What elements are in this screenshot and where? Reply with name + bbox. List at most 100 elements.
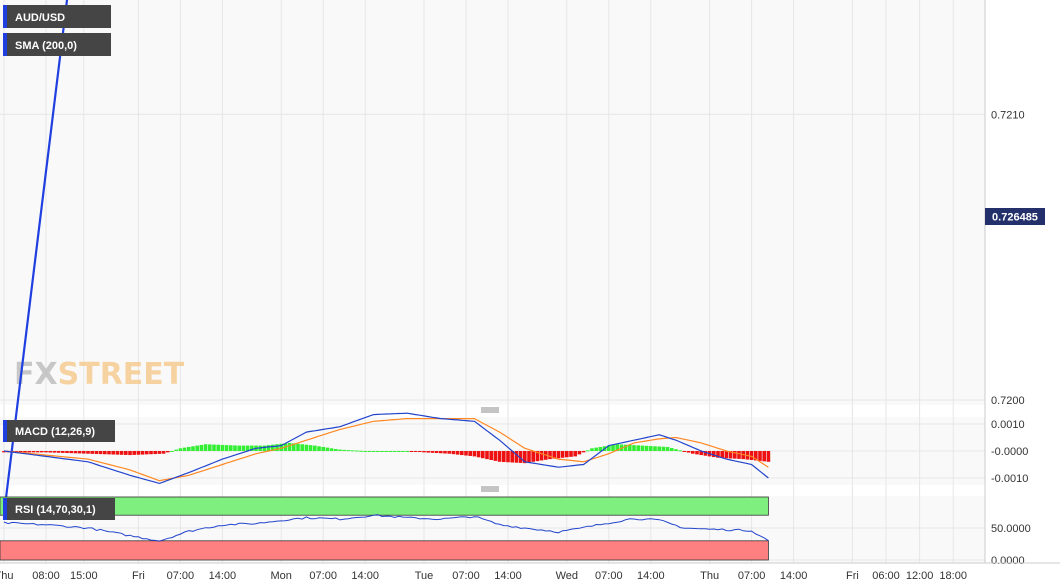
- macd-histogram-bar: [577, 451, 582, 455]
- last-price-tag-text: 0.726485: [992, 212, 1038, 224]
- macd-histogram-bar: [266, 445, 271, 451]
- macd-tick-label: -0.0000: [991, 446, 1028, 458]
- macd-histogram-bar: [203, 444, 208, 451]
- macd-histogram-bar: [40, 451, 44, 453]
- macd-histogram-bar: [199, 444, 204, 451]
- macd-histogram-bar: [237, 445, 241, 451]
- macd-histogram-bar: [434, 451, 439, 454]
- macd-histogram-bar: [686, 451, 691, 453]
- macd-histogram-bar: [98, 451, 103, 455]
- rsi-tick-label: 50.0000: [991, 523, 1031, 535]
- macd-label[interactable]: MACD (12,26,9): [3, 420, 115, 442]
- macd-histogram-bar: [338, 449, 342, 451]
- macd-label-text: MACD (12,26,9): [15, 426, 95, 438]
- time-tick-label: 14:00: [351, 570, 379, 582]
- macd-histogram-bar: [363, 451, 367, 452]
- macd-histogram-bar: [321, 446, 325, 451]
- grid: [0, 0, 985, 563]
- macd-histogram-bar: [216, 444, 220, 451]
- sma-label-text: SMA (200,0): [15, 40, 77, 52]
- time-tick-label: 18:00: [939, 570, 967, 582]
- macd-histogram-bar: [124, 451, 128, 455]
- macd-histogram-bar: [485, 451, 489, 460]
- macd-histogram-bar: [69, 451, 73, 454]
- macd-histogram-bar: [23, 451, 27, 453]
- macd-histogram-bar: [355, 450, 359, 452]
- macd-histogram-bar: [413, 451, 418, 452]
- macd-histogram-bar: [48, 451, 52, 453]
- macd-histogram-bar: [724, 451, 729, 459]
- rsi-resize-handle[interactable]: [470, 485, 510, 496]
- rsi-oversold-zone: [0, 540, 769, 561]
- time-tick-label: 15:00: [70, 570, 98, 582]
- macd-histogram-bar: [392, 451, 397, 452]
- macd-histogram-bar: [502, 451, 506, 463]
- time-axis-area: [0, 563, 1060, 587]
- sma-label[interactable]: SMA (200,0): [3, 33, 111, 56]
- symbol-label-text: AUD/USD: [15, 12, 65, 24]
- macd-histogram-bar: [539, 451, 544, 461]
- macd-histogram-bar: [119, 451, 124, 455]
- macd-histogram-bar: [649, 446, 653, 451]
- rsi-overbought-zone: [0, 496, 769, 516]
- macd-histogram-bar: [409, 451, 414, 452]
- time-tick-label: 07:00: [595, 570, 623, 582]
- macd-histogram-bar: [699, 451, 703, 456]
- macd-histogram-bar: [317, 446, 321, 451]
- macd-histogram-bar: [292, 443, 296, 451]
- macd-histogram-bar: [367, 451, 372, 452]
- macd-histogram-bar: [754, 451, 758, 461]
- macd-histogram-bar: [103, 451, 107, 455]
- macd-histogram-bar: [174, 449, 178, 451]
- macd-histogram-bar: [586, 450, 590, 452]
- macd-histogram-bar: [430, 451, 435, 453]
- macd-histogram-bar: [308, 445, 313, 451]
- time-tick-label: 07:00: [167, 570, 195, 582]
- macd-histogram-bar: [132, 451, 136, 455]
- symbol-label[interactable]: AUD/USD: [3, 5, 111, 28]
- macd-histogram-bar: [346, 450, 351, 452]
- macd-histogram-bar: [560, 451, 565, 458]
- macd-marks: [2, 412, 771, 485]
- price-pane: [0, 0, 985, 405]
- time-tick-label: 14:00: [637, 570, 665, 582]
- macd-histogram-bar: [632, 445, 636, 451]
- watermark-street: STREET: [58, 357, 185, 392]
- macd-histogram-bar: [758, 451, 762, 461]
- time-tick-label: 12:00: [906, 570, 934, 582]
- time-tick-label: 07:00: [738, 570, 766, 582]
- macd-histogram-bar: [460, 451, 464, 456]
- macd-histogram-bar: [514, 451, 519, 463]
- time-tick-label: 08:00: [32, 570, 60, 582]
- macd-histogram-bar: [334, 448, 338, 451]
- macd-histogram-bar: [426, 451, 430, 453]
- macd-histogram-bar: [682, 451, 687, 452]
- rsi-label[interactable]: RSI (14,70,30,1): [3, 498, 115, 520]
- macd-histogram-bar: [241, 445, 246, 451]
- time-tick-label: Fri: [846, 570, 859, 582]
- macd-histogram-bar: [615, 444, 619, 451]
- macd-histogram-bar: [569, 451, 573, 457]
- time-tick-label: Mon: [270, 570, 291, 582]
- macd-histogram-bar: [581, 451, 586, 453]
- price-tick-label: 0.7200: [991, 395, 1025, 407]
- macd-histogram-bar: [598, 446, 603, 451]
- macd-histogram-bar: [187, 446, 191, 451]
- macd-histogram-bar: [287, 442, 292, 451]
- macd-histogram-bar: [476, 451, 481, 458]
- macd-histogram-bar: [720, 451, 724, 458]
- macd-histogram-bar: [342, 449, 346, 451]
- macd-histogram-bar: [737, 451, 741, 459]
- time-tick-label: 14:00: [780, 570, 808, 582]
- macd-histogram-bar: [107, 451, 111, 455]
- macd-resize-handle[interactable]: [470, 405, 510, 417]
- macd-histogram-bar: [670, 448, 674, 451]
- macd-histogram-bar: [178, 448, 183, 451]
- macd-histogram-bar: [611, 444, 615, 451]
- macd-histogram-bar: [489, 451, 493, 460]
- macd-histogram-bar: [245, 445, 250, 451]
- macd-histogram-bar: [115, 451, 120, 455]
- macd-histogram-bar: [94, 451, 99, 454]
- macd-histogram-bar: [157, 451, 162, 454]
- macd-histogram-bar: [61, 451, 65, 453]
